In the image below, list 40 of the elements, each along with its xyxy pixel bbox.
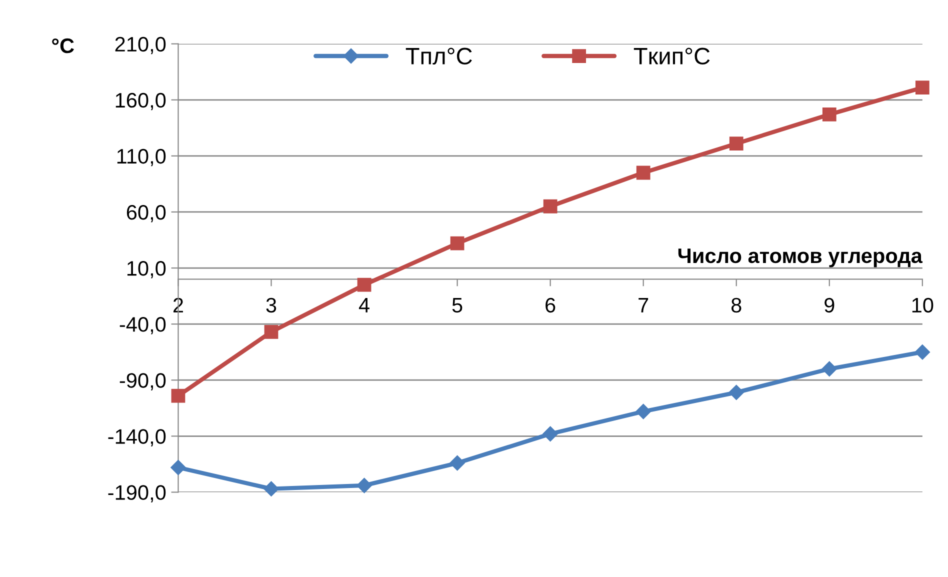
x-axis-title: Число атомов углерода <box>678 248 923 268</box>
y-tick-label: 10,0 <box>127 261 166 278</box>
y-tick-label: 210,0 <box>115 36 166 54</box>
point <box>542 426 558 442</box>
point <box>915 80 930 95</box>
point <box>356 478 372 494</box>
x-tick-label: 5 <box>452 298 462 313</box>
point <box>450 455 465 471</box>
point <box>729 136 744 151</box>
x-tick-label: 8 <box>731 298 742 313</box>
y-tick-label: 60,0 <box>126 204 166 222</box>
y-tick-label: -140,0 <box>108 429 166 446</box>
y-tick-label: -190,0 <box>108 485 166 502</box>
legend-label: Tкип°C <box>634 48 710 65</box>
point <box>171 388 186 403</box>
point <box>170 460 186 476</box>
point <box>822 108 836 122</box>
point <box>264 481 279 496</box>
x-tick-label: 6 <box>546 298 556 313</box>
x-tick-label: 2 <box>173 298 183 312</box>
point <box>728 384 744 400</box>
point <box>450 236 464 250</box>
point <box>357 278 372 292</box>
point <box>636 166 650 180</box>
point <box>914 344 930 360</box>
y-tick-label: -90,0 <box>120 373 166 390</box>
y-axis-title: °C <box>52 38 74 54</box>
legend-label: Tпл°C <box>406 48 472 65</box>
x-tick-label: 3 <box>266 298 276 313</box>
x-tick-label: 9 <box>824 298 834 313</box>
y-tick-label: -40,0 <box>120 317 166 334</box>
y-tick-label: 110,0 <box>117 148 166 166</box>
point <box>264 324 278 339</box>
x-tick-label: 7 <box>638 298 648 312</box>
y-tick-label: 160,0 <box>116 92 166 110</box>
point <box>822 361 837 376</box>
x-tick-label: 10 <box>912 298 934 313</box>
point <box>636 404 651 420</box>
x-tick-label: 4 <box>358 298 370 312</box>
point <box>543 199 558 214</box>
